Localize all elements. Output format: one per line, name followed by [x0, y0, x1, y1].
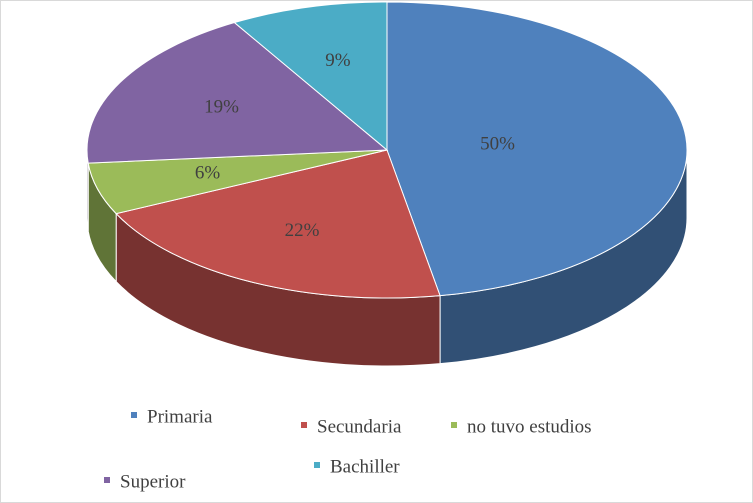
legend-label: Primaria	[147, 406, 213, 427]
legend-swatch	[314, 462, 320, 468]
legend-swatch	[104, 477, 110, 483]
pie-slice	[386, 1, 688, 297]
data-label: 19%	[204, 96, 239, 117]
data-label: 9%	[325, 50, 351, 71]
legend-swatch	[301, 422, 307, 428]
pie-slice	[86, 22, 389, 164]
legend-label: no tuvo estudios	[467, 416, 592, 437]
legend-swatch	[131, 412, 137, 418]
data-label: 6%	[195, 163, 221, 184]
legend-swatch	[451, 422, 457, 428]
legend-label: Bachiller	[330, 456, 400, 477]
pie-slice	[115, 149, 441, 299]
pie-slice	[233, 1, 388, 152]
legend-label: Secundaria	[317, 416, 402, 437]
data-label: 50%	[480, 133, 515, 154]
data-label: 22%	[285, 220, 320, 241]
legend-label: Superior	[120, 471, 186, 492]
